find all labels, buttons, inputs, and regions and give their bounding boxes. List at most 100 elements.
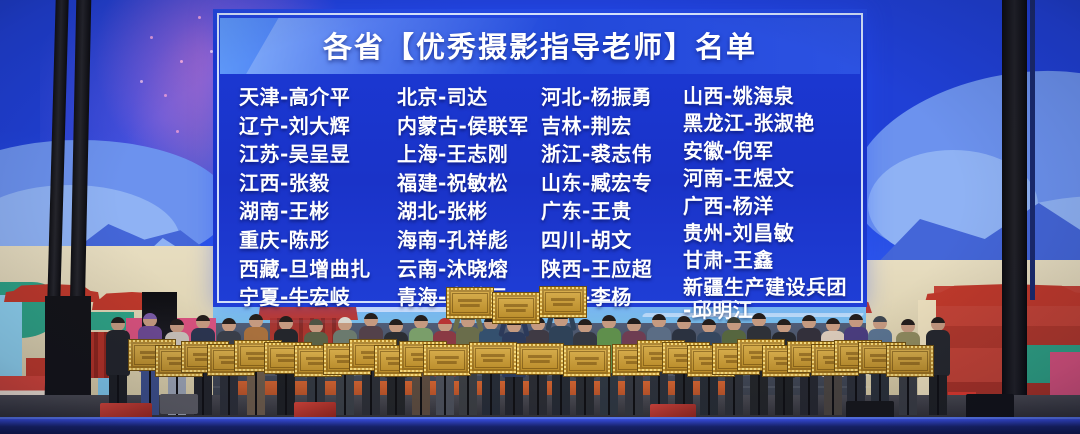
award-entry: 海南-孔祥彪: [397, 227, 509, 252]
award-entry: 湖南-王彬: [239, 199, 330, 224]
person-legs: [899, 377, 917, 415]
award-entry: 河北-杨振勇: [541, 85, 653, 109]
person-legs: [247, 372, 265, 415]
person-head: [752, 313, 766, 327]
names-column-2: 北京-司达 内蒙古-侯联军 上海-王志刚 福建-祝敏松 湖北-张彬 海南-孔祥彪 云南-沐晓…: [397, 83, 541, 312]
stage-monitor-dark: [966, 394, 1014, 421]
plaque-inscription: [569, 351, 605, 371]
person-legs: [529, 375, 547, 415]
award-plaque: [470, 343, 516, 373]
person-head: [901, 319, 915, 333]
award-entry: 云南-沐晓熔: [397, 256, 509, 281]
person-legs: [775, 377, 793, 415]
person-head: [826, 318, 840, 332]
person-head: [438, 318, 452, 332]
person-head: [652, 314, 666, 328]
award-entry: 辽宁-刘大辉: [239, 113, 351, 138]
equipment-box: [160, 394, 198, 414]
person-legs: [362, 371, 380, 415]
person-head: [702, 319, 716, 333]
plaque-inscription: [892, 351, 928, 371]
plaque-inscription: [545, 292, 581, 312]
award-plaque: [540, 287, 586, 317]
award-plaque: [424, 345, 470, 375]
award-entry: 新疆生产建设兵团 -邱明江: [683, 274, 847, 322]
award-entry: 北京-司达: [397, 85, 488, 109]
award-entry: 安徽-倪军: [683, 138, 774, 163]
award-plaque: [493, 293, 539, 323]
person-head: [309, 319, 323, 333]
person: [517, 317, 563, 415]
person-head: [627, 318, 641, 332]
person-head: [578, 319, 592, 333]
firework-sparkles: [210, 50, 213, 53]
person-legs: [412, 373, 430, 415]
screen-title-bar: 各省【优秀摄影指导老师】名单: [220, 18, 860, 74]
award-entry: 天津-高介平: [239, 85, 351, 109]
plaque-inscription: [475, 348, 511, 368]
award-entry: 西藏-旦增曲扎: [239, 256, 371, 281]
award-entry: 甘肃-王鑫: [683, 248, 774, 273]
stage-front-edge: [0, 417, 1080, 434]
person-head: [111, 317, 125, 331]
person-head: [602, 315, 616, 329]
person-head: [196, 315, 210, 329]
person-legs: [824, 376, 842, 415]
screen-title: 各省【优秀摄影指导老师】名单: [322, 30, 757, 64]
person-head: [777, 319, 791, 333]
plaque-inscription: [498, 298, 534, 318]
award-entry: 山西-姚海泉: [683, 84, 795, 108]
person-legs: [220, 376, 238, 415]
person-legs: [277, 374, 295, 415]
award-entry: 黑龙江-张淑艳: [683, 111, 815, 136]
person-legs: [600, 373, 618, 415]
award-entry: 浙江-裘志伟: [541, 142, 653, 167]
stage-monitor-dark: [846, 401, 894, 422]
person-legs: [194, 373, 212, 415]
person-head: [364, 313, 378, 327]
person-legs: [505, 377, 523, 415]
person-legs: [576, 377, 594, 415]
person-legs: [552, 371, 570, 415]
award-plaque: [517, 344, 563, 374]
award-entry: 湖北-张彬: [397, 199, 488, 224]
truss-pole-right: [1002, 0, 1027, 420]
person-head: [143, 313, 157, 327]
person-head: [802, 315, 816, 329]
person-legs: [800, 373, 818, 415]
stage-monitor-red: [294, 402, 336, 420]
person-legs: [459, 372, 477, 415]
plaque-inscription: [452, 293, 488, 313]
truss-pole-right-thin: [1030, 0, 1035, 300]
person-head: [727, 317, 741, 331]
award-entry: 陕西-王应超: [541, 256, 653, 281]
award-entry: 贵州-刘昌敏: [683, 220, 795, 245]
person-head: [931, 317, 945, 331]
award-entry: 河南-王煜文: [683, 166, 795, 191]
names-column-4: 山西-姚海泉 黑龙江-张淑艳 安徽-倪军河南-王煜文 广西-杨洋 贵州-刘昌敏 甘肃-王鑫…: [683, 83, 865, 322]
person-legs: [700, 377, 718, 415]
award-plaque: [447, 288, 493, 318]
plaque-inscription: [522, 349, 558, 369]
person: [470, 316, 516, 415]
person: [564, 319, 610, 415]
person: [424, 318, 470, 415]
person-head: [170, 319, 184, 333]
person-legs: [436, 376, 454, 415]
person-head: [389, 319, 403, 333]
award-entry: 宁夏-牛宏岐: [239, 285, 351, 310]
award-entry: 江西-张毅: [239, 170, 330, 195]
person-head: [279, 316, 293, 330]
award-entry: 吉林-荆宏: [541, 113, 632, 138]
award-entry: 内蒙古-侯联军: [397, 113, 529, 138]
person-legs: [387, 377, 405, 415]
person-head: [414, 315, 428, 329]
person-legs: [336, 375, 354, 415]
award-plaque: [564, 346, 610, 376]
award-entry: 广西-杨洋: [683, 193, 774, 218]
person: [105, 317, 131, 415]
person-head: [849, 314, 863, 328]
award-entry: 上海-王志刚: [397, 142, 509, 167]
